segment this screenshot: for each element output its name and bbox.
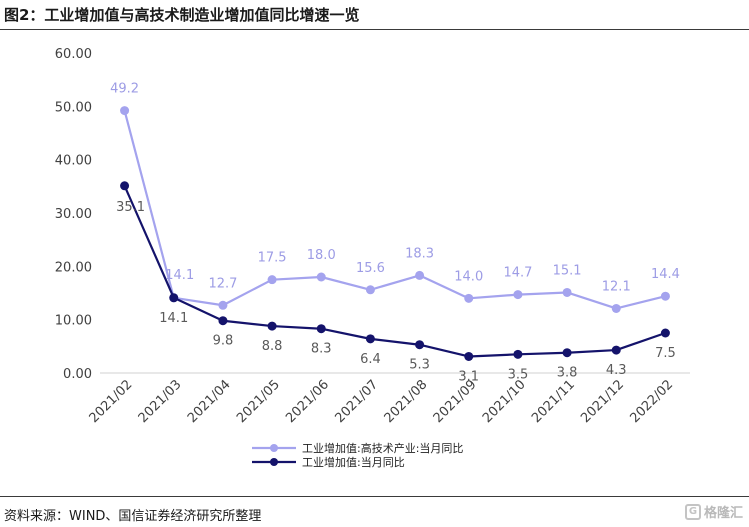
data-point-high-tech bbox=[660, 291, 670, 301]
data-point-high-tech bbox=[316, 272, 326, 282]
x-tick-label: 2021/05 bbox=[234, 377, 283, 426]
y-tick-label: 30.00 bbox=[55, 207, 92, 222]
data-point-industrial bbox=[316, 324, 326, 334]
data-label-high-tech: 17.5 bbox=[258, 251, 287, 266]
source-note: 资料来源：WIND、国信证券经济研究所整理 bbox=[4, 509, 262, 524]
data-point-high-tech bbox=[218, 300, 228, 310]
data-label-high-tech: 14.7 bbox=[503, 266, 532, 281]
data-label-industrial: 3.5 bbox=[508, 367, 529, 382]
figure-title: 图2：工业增加值与高技术制造业增加值同比增速一览 bbox=[4, 6, 360, 24]
line-chart: 0.00 10.00 20.00 30.00 40.00 50.00 60.00 2021/0… bbox=[55, 47, 690, 469]
title-rule bbox=[0, 29, 749, 30]
data-label-industrial: 6.4 bbox=[360, 352, 381, 367]
y-tick-label: 60.00 bbox=[55, 47, 92, 62]
x-tick-label: 2021/10 bbox=[480, 377, 529, 426]
data-point-high-tech bbox=[415, 270, 425, 280]
data-point-industrial bbox=[611, 345, 621, 355]
x-tick-label: 2021/11 bbox=[529, 377, 578, 426]
data-label-industrial: 5.3 bbox=[409, 358, 430, 373]
y-tick-label: 20.00 bbox=[55, 260, 92, 275]
y-tick-label: 10.00 bbox=[55, 314, 92, 329]
data-label-industrial: 8.8 bbox=[262, 339, 283, 354]
data-label-high-tech: 14.0 bbox=[454, 269, 483, 284]
data-label-industrial: 35.1 bbox=[116, 200, 145, 215]
data-point-industrial bbox=[120, 181, 130, 191]
x-tick-label: 2021/02 bbox=[87, 377, 136, 426]
data-point-industrial bbox=[365, 334, 375, 344]
legend-label-industrial: 工业增加值:当月同比 bbox=[302, 455, 405, 469]
data-label-high-tech: 14.4 bbox=[651, 267, 680, 282]
data-label-industrial: 4.3 bbox=[606, 363, 627, 378]
data-point-industrial bbox=[267, 321, 277, 331]
data-point-high-tech bbox=[267, 275, 277, 285]
legend-marker-industrial bbox=[270, 458, 278, 466]
data-label-high-tech: 15.6 bbox=[356, 261, 385, 276]
data-label-industrial: 14.1 bbox=[159, 311, 188, 326]
x-tick-label: 2022/02 bbox=[627, 377, 676, 426]
y-tick-label: 0.00 bbox=[63, 367, 92, 382]
data-point-industrial bbox=[660, 328, 670, 338]
data-point-high-tech bbox=[611, 303, 621, 313]
x-tick-label: 2021/04 bbox=[185, 377, 234, 426]
legend-label-high-tech: 工业增加值:高技术产业:当月同比 bbox=[302, 441, 463, 455]
data-label-high-tech: 12.7 bbox=[208, 276, 237, 291]
data-label-high-tech: 18.0 bbox=[307, 248, 336, 263]
watermark: G 格隆汇 bbox=[684, 502, 743, 521]
series-line-high-tech bbox=[123, 110, 666, 310]
y-tick-label: 40.00 bbox=[55, 154, 92, 169]
data-point-high-tech bbox=[513, 290, 523, 300]
data-point-high-tech bbox=[120, 106, 130, 116]
data-label-industrial: 8.3 bbox=[311, 342, 332, 357]
x-tick-label: 2021/12 bbox=[578, 377, 627, 426]
data-label-high-tech: 14.1 bbox=[165, 268, 194, 283]
x-tick-label: 2021/03 bbox=[136, 377, 185, 426]
data-label-high-tech: 18.3 bbox=[405, 246, 434, 261]
data-label-industrial: 9.8 bbox=[213, 334, 234, 349]
data-point-high-tech bbox=[365, 285, 375, 295]
watermark-logo-icon: G bbox=[684, 503, 701, 520]
data-point-industrial bbox=[218, 316, 228, 326]
data-label-high-tech: 15.1 bbox=[553, 263, 582, 278]
data-point-industrial bbox=[415, 340, 425, 350]
legend-marker-high-tech bbox=[270, 444, 278, 452]
source-rule bbox=[0, 496, 749, 497]
data-point-industrial bbox=[169, 293, 179, 303]
data-label-industrial: 3.8 bbox=[557, 366, 578, 381]
x-tick-label: 2021/06 bbox=[283, 377, 332, 426]
data-point-high-tech bbox=[562, 287, 572, 297]
y-tick-label: 50.00 bbox=[55, 100, 92, 115]
data-point-industrial bbox=[562, 348, 572, 358]
data-point-industrial bbox=[513, 349, 523, 359]
x-tick-label: 2021/08 bbox=[382, 377, 431, 426]
data-label-high-tech: 12.1 bbox=[602, 279, 631, 294]
data-point-high-tech bbox=[464, 293, 474, 303]
data-label-high-tech: 49.2 bbox=[110, 82, 139, 97]
data-point-industrial bbox=[464, 351, 474, 361]
series-line-industrial bbox=[123, 185, 666, 358]
data-label-industrial: 3.1 bbox=[458, 369, 479, 384]
data-label-industrial: 7.5 bbox=[655, 346, 676, 361]
x-tick-label: 2021/07 bbox=[332, 377, 381, 426]
watermark-text: 格隆汇 bbox=[703, 506, 743, 521]
x-tick-label: 2021/09 bbox=[431, 377, 480, 426]
